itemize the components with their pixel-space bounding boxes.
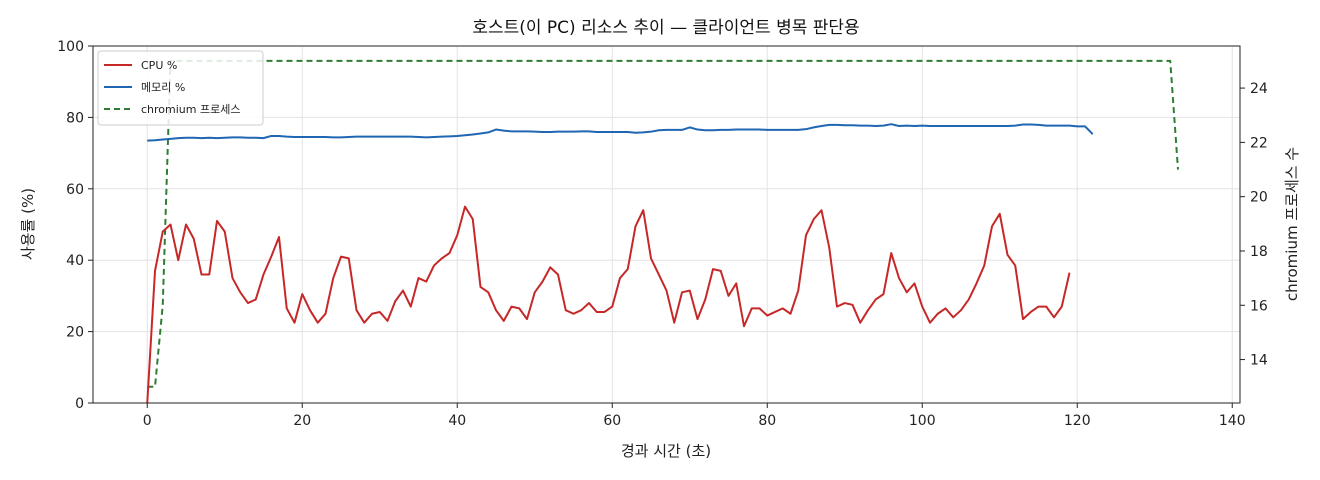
legend-box (97, 50, 264, 126)
y-axis-right: 14 16 18 20 22 24 (1240, 81, 1268, 369)
y-tick-label: 60 (66, 182, 84, 198)
y-tick-label: 100 (57, 39, 84, 55)
y-tick-label: 40 (66, 253, 84, 269)
legend-label: 메모리 % (141, 81, 185, 94)
x-tick-label: 60 (603, 413, 621, 429)
y2-axis-label: chromium 프로세스 수 (1283, 147, 1301, 301)
series-line-2 (147, 59, 1179, 388)
y2-tick-label: 18 (1250, 244, 1268, 260)
grid (93, 45, 1240, 404)
x-axis-label: 경과 시간 (초) (621, 442, 711, 460)
x-tick-label: 40 (448, 413, 466, 429)
y2-tick-label: 24 (1250, 81, 1268, 97)
legend-label: chromium 프로세스 (141, 103, 240, 116)
x-tick-label: 100 (909, 413, 936, 429)
y-tick-label: 80 (66, 110, 84, 126)
y2-tick-label: 14 (1250, 353, 1268, 369)
x-axis: 0 20 40 60 80 100 120 140 (143, 403, 1246, 429)
x-tick-label: 0 (143, 413, 152, 429)
chart-title: 호스트(이 PC) 리소스 추이 — 클라이언트 병목 판단용 (472, 18, 859, 38)
series-layer (146, 59, 1179, 404)
y2-tick-label: 16 (1250, 298, 1268, 314)
plot-frame (92, 45, 1241, 404)
series-line-0 (146, 205, 1071, 404)
legend: CPU % 메모리 % chromium 프로세스 (97, 50, 264, 126)
x-tick-label: 140 (1219, 413, 1246, 429)
x-tick-label: 20 (293, 413, 311, 429)
y-tick-label: 0 (75, 396, 84, 412)
x-tick-label: 80 (758, 413, 776, 429)
x-tick-label: 120 (1064, 413, 1091, 429)
y2-tick-label: 22 (1250, 135, 1268, 151)
legend-label: CPU % (141, 59, 177, 72)
y2-tick-label: 20 (1250, 190, 1268, 206)
y-axis-left: 0 20 40 60 80 100 (57, 39, 93, 412)
y-tick-label: 20 (66, 325, 84, 341)
series-line-1 (147, 123, 1094, 142)
y-axis-label: 사용률 (%) (19, 188, 37, 260)
